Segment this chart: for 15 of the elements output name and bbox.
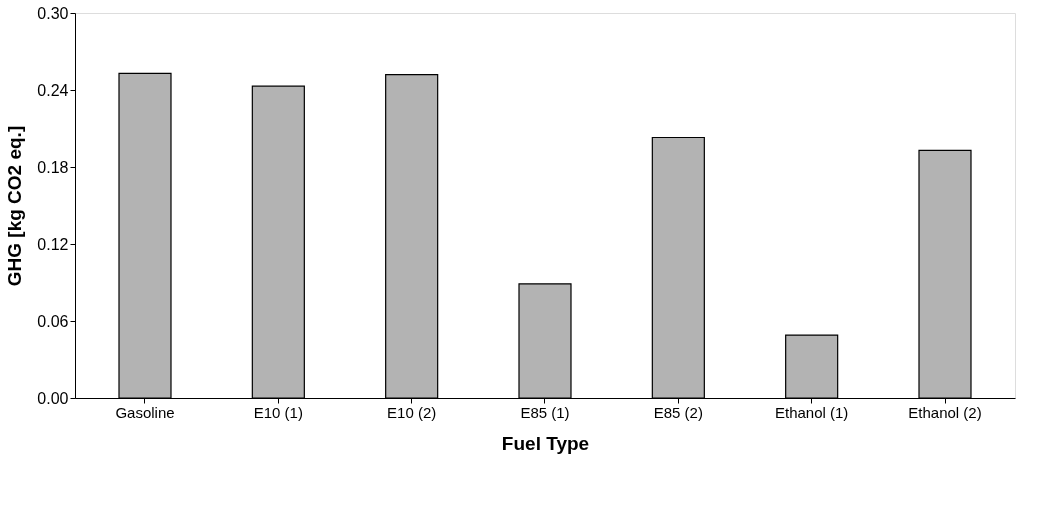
y-tick-label: 0.06 [37, 312, 69, 330]
x-tick-label: E10 (1) [253, 403, 303, 421]
x-axis-title: Fuel Type [501, 432, 590, 454]
x-tick-label: Ethanol (1) [774, 403, 849, 421]
y-tick-label: 0.12 [37, 235, 69, 253]
y-axis-title: GHG [kg CO2 eq.] [4, 125, 26, 287]
x-tick-label: Ethanol (2) [908, 403, 982, 421]
y-tick-label: 0.00 [37, 389, 69, 407]
x-tick-label: Gasoline [115, 403, 175, 421]
y-tick-label: 0.18 [37, 158, 69, 176]
x-tick-label: E10 (2) [387, 403, 437, 421]
y-tick-label: 0.24 [37, 81, 69, 99]
y-tick-label: 0.30 [37, 4, 69, 22]
x-tick-label: E85 (1) [520, 403, 570, 421]
x-tick-label: E85 (2) [653, 403, 703, 421]
